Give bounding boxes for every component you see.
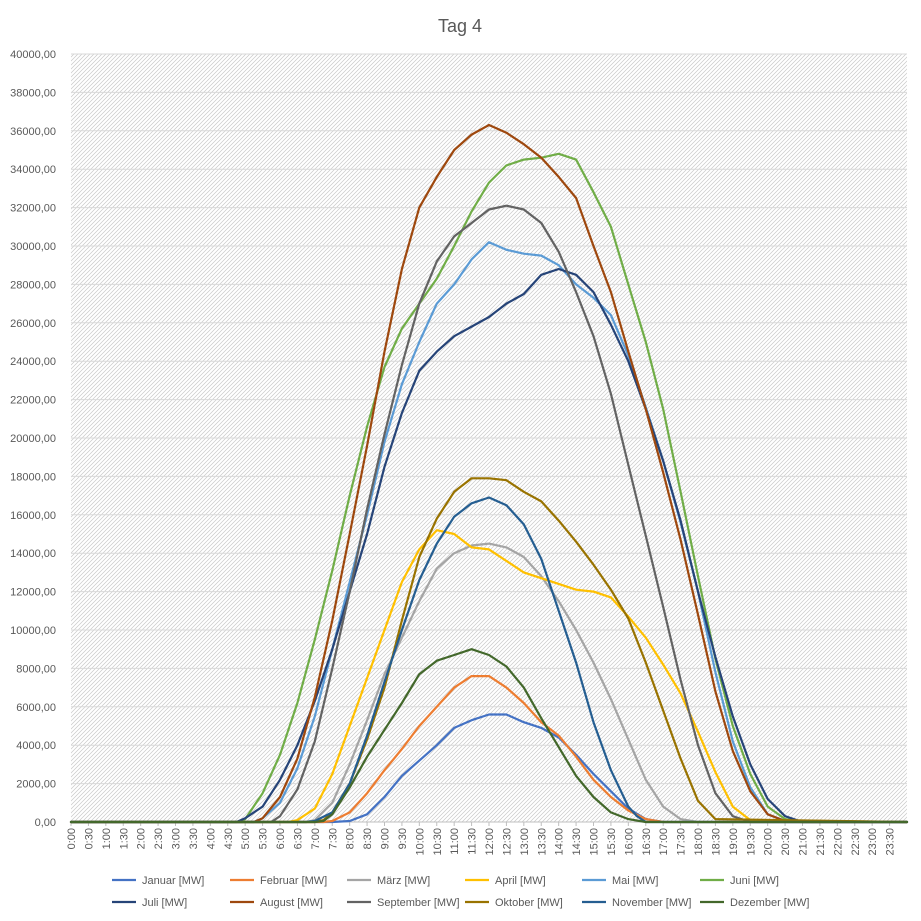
series-line-1 bbox=[69, 713, 909, 824]
axes: 0,00 2000,00 4000,00 6000,00 8000,00 10000,00… bbox=[10, 49, 907, 856]
series-lines bbox=[69, 123, 909, 824]
series-line-8 bbox=[69, 123, 909, 824]
x-tick-label: 9:30 bbox=[397, 828, 409, 849]
y-tick-label: 10000,00 bbox=[10, 625, 56, 637]
x-tick-label: 7:00 bbox=[310, 828, 322, 849]
y-tick-label: 18000,00 bbox=[10, 471, 56, 483]
x-tick-label: 14:00 bbox=[554, 828, 566, 856]
x-tick-label: 3:30 bbox=[188, 828, 200, 849]
y-tick-label: 12000,00 bbox=[10, 587, 56, 599]
y-tick-label: 4000,00 bbox=[16, 740, 56, 752]
legend-label: Oktober [MW] bbox=[495, 897, 563, 909]
legend-label: Februar [MW] bbox=[260, 875, 327, 887]
legend-label: April [MW] bbox=[495, 875, 546, 887]
x-tick-label: 7:30 bbox=[327, 828, 339, 849]
x-tick-label: 2:00 bbox=[136, 828, 148, 849]
x-tick-label: 6:00 bbox=[275, 828, 287, 849]
x-tick-label: 6:30 bbox=[292, 828, 304, 849]
y-tick-label: 20000,00 bbox=[10, 433, 56, 445]
legend-label: Mai [MW] bbox=[612, 875, 658, 887]
x-tick-label: 0:30 bbox=[83, 828, 95, 849]
y-tick-label: 22000,00 bbox=[10, 395, 56, 407]
x-tick-label: 1:00 bbox=[101, 828, 113, 849]
chart-title: Tag 4 bbox=[438, 16, 482, 36]
x-tick-label: 2:30 bbox=[153, 828, 165, 849]
y-tick-label: 16000,00 bbox=[10, 510, 56, 522]
x-tick-label: 12:00 bbox=[484, 828, 496, 856]
legend-label: Juni [MW] bbox=[730, 875, 779, 887]
y-tick-label: 6000,00 bbox=[16, 702, 56, 714]
x-tick-label: 13:30 bbox=[536, 828, 548, 856]
x-tick-label: 11:30 bbox=[467, 828, 479, 855]
x-tick-label: 13:00 bbox=[519, 828, 531, 856]
legend-label: März [MW] bbox=[377, 875, 430, 887]
x-tick-label: 17:30 bbox=[676, 828, 688, 856]
y-tick-label: 38000,00 bbox=[10, 87, 56, 99]
x-tick-label: 12:30 bbox=[501, 828, 513, 856]
x-tick-label: 20:30 bbox=[780, 828, 792, 856]
x-tick-label: 21:00 bbox=[798, 828, 810, 856]
x-tick-label: 19:30 bbox=[745, 828, 757, 856]
y-tick-label: 40000,00 bbox=[10, 49, 56, 61]
x-tick-label: 8:00 bbox=[345, 828, 357, 849]
series-line-11 bbox=[69, 496, 909, 824]
legend-label: September [MW] bbox=[377, 897, 460, 909]
y-tick-label: 24000,00 bbox=[10, 356, 56, 368]
legend-label: November [MW] bbox=[612, 897, 691, 909]
x-tick-label: 15:30 bbox=[606, 828, 618, 856]
x-tick-label: 10:00 bbox=[414, 828, 426, 856]
x-tick-label: 14:30 bbox=[571, 828, 583, 856]
x-tick-label: 10:30 bbox=[432, 828, 444, 856]
x-tick-label: 22:00 bbox=[832, 828, 844, 856]
y-tick-label: 30000,00 bbox=[10, 241, 56, 253]
x-tick-label: 20:00 bbox=[763, 828, 775, 856]
x-tick-label: 18:00 bbox=[693, 828, 705, 856]
y-tick-label: 32000,00 bbox=[10, 203, 56, 215]
x-tick-label: 4:30 bbox=[223, 828, 235, 849]
series-line-5 bbox=[69, 241, 909, 824]
x-tick-label: 21:30 bbox=[815, 828, 827, 856]
x-tick-label: 19:00 bbox=[728, 828, 740, 856]
gridlines bbox=[71, 53, 907, 785]
x-tick-label: 23:30 bbox=[885, 828, 897, 856]
legend-label: August [MW] bbox=[260, 897, 323, 909]
y-tick-label: 34000,00 bbox=[10, 164, 56, 176]
series-line-12 bbox=[69, 648, 909, 824]
legend-label: Juli [MW] bbox=[142, 897, 187, 909]
y-tick-label: 14000,00 bbox=[10, 548, 56, 560]
legend-label: Dezember [MW] bbox=[730, 897, 809, 909]
x-tick-label: 18:30 bbox=[710, 828, 722, 856]
y-tick-label: 2000,00 bbox=[16, 779, 56, 791]
x-tick-label: 1:30 bbox=[118, 828, 130, 849]
series-line-3 bbox=[69, 542, 909, 824]
legend: Januar [MW] Februar [MW] März [MW] April [M… bbox=[112, 875, 809, 909]
y-tick-label: 36000,00 bbox=[10, 126, 56, 138]
x-tick-label: 17:00 bbox=[658, 828, 670, 856]
x-tick-label: 16:30 bbox=[641, 828, 653, 856]
series-line-2 bbox=[69, 675, 909, 824]
x-tick-label: 3:00 bbox=[171, 828, 183, 849]
x-tick-label: 0:00 bbox=[66, 828, 78, 849]
x-tick-label: 4:00 bbox=[205, 828, 217, 849]
y-tick-label: 8000,00 bbox=[16, 663, 56, 675]
x-tick-label: 8:30 bbox=[362, 828, 374, 849]
y-tick-label: 26000,00 bbox=[10, 318, 56, 330]
x-tick-label: 11:00 bbox=[449, 828, 461, 855]
x-tick-label: 22:30 bbox=[850, 828, 862, 856]
series-line-4 bbox=[69, 529, 909, 824]
legend-label: Januar [MW] bbox=[142, 875, 204, 887]
y-tick-label: 0,00 bbox=[35, 817, 56, 829]
x-tick-label: 16:00 bbox=[623, 828, 635, 856]
series-line-9 bbox=[69, 204, 909, 824]
x-tick-label: 5:00 bbox=[240, 828, 252, 849]
x-tick-label: 15:00 bbox=[589, 828, 601, 856]
y-tick-label: 28000,00 bbox=[10, 279, 56, 291]
x-tick-label: 5:30 bbox=[258, 828, 270, 849]
x-tick-label: 23:00 bbox=[867, 828, 879, 856]
x-tick-label: 9:00 bbox=[380, 828, 392, 849]
